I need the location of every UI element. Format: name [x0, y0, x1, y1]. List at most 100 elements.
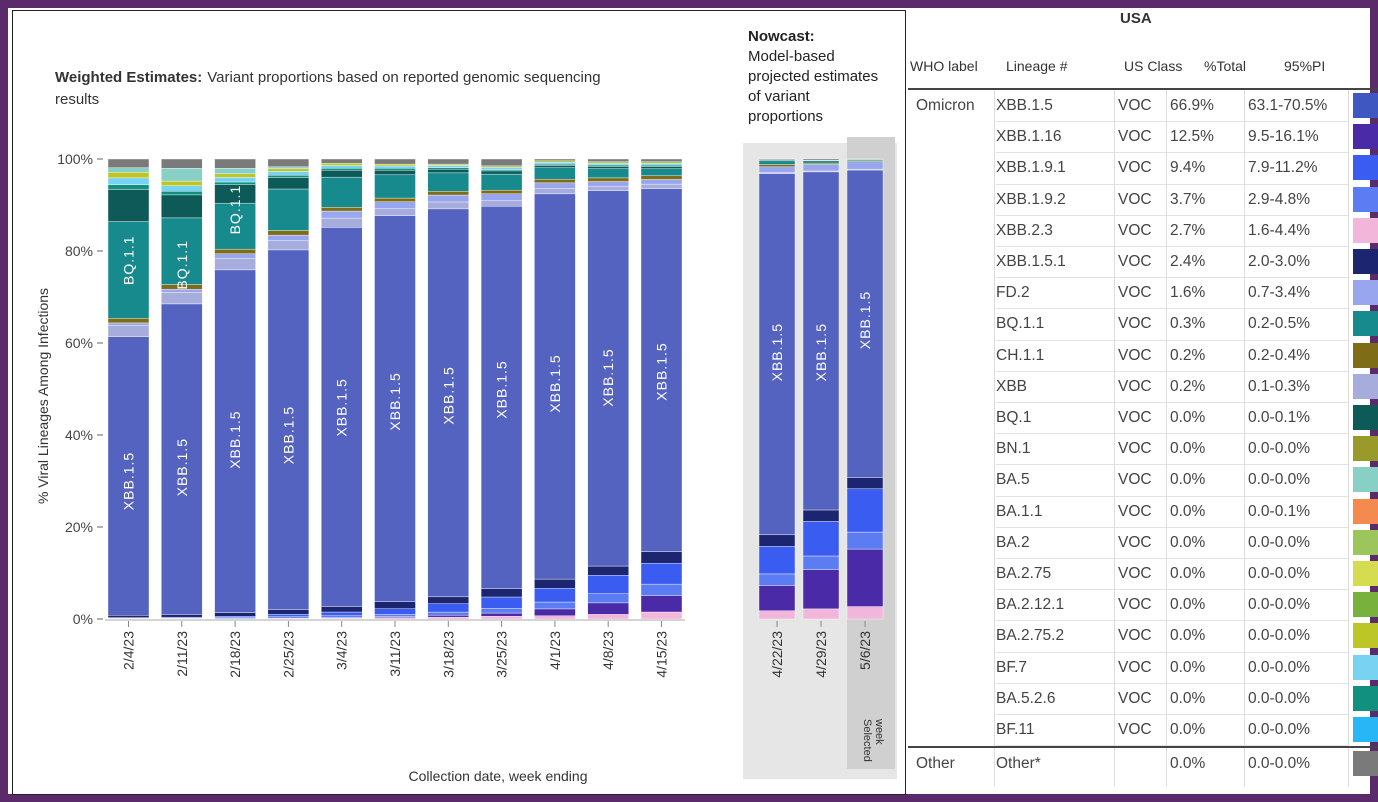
bar-segment-xbb-2-3[interactable] [846, 606, 884, 620]
bar-segment-bq-1-1[interactable] [267, 188, 310, 231]
bar-segment-xbb-1-9-1[interactable] [321, 611, 363, 616]
bar-segment-fd-2[interactable] [321, 210, 363, 219]
bar-segment-xbb-1-5[interactable] [534, 193, 576, 580]
bar-segment-xbb-1-9-2[interactable] [427, 611, 469, 616]
bar-segment-xbb-1-9-2[interactable] [587, 593, 629, 604]
bar-segment-bf-7[interactable] [107, 177, 150, 185]
bar-segment-bq-1-1[interactable] [534, 167, 576, 180]
bar-segment-bf-7[interactable] [534, 162, 576, 165]
bar-segment-ba-5-2-6[interactable] [107, 184, 150, 190]
bar-segment-xbb-1-9-2[interactable] [534, 601, 576, 610]
table-row[interactable]: BA.1.1 VOC 0.0% 0.0-0.1% [908, 496, 1378, 527]
table-row[interactable]: BQ.1 VOC 0.0% 0.0-0.1% [908, 402, 1378, 433]
bar-segment-xbb-2-3[interactable] [534, 615, 576, 620]
bar-segment-xbb-1-9-1[interactable] [214, 616, 256, 618]
bar-segment-ba-2-75-2[interactable] [374, 163, 416, 167]
bar-segment-fd-2[interactable] [374, 201, 416, 209]
bar-segment-bf-7[interactable] [214, 177, 256, 183]
bar-segment-bq-1[interactable] [534, 165, 576, 168]
bar-segment-xbb-1-5[interactable] [374, 215, 416, 602]
bar-segment-xbb-1-5-1[interactable] [758, 534, 796, 547]
bar-segment-other[interactable] [534, 158, 576, 162]
bar-segment-ba-5-2-6[interactable] [267, 174, 310, 178]
bar-segment-xbb-1-5-1[interactable] [161, 614, 203, 618]
bar-segment-xbb[interactable] [534, 188, 576, 195]
bar-segment-xbb-1-9-2[interactable] [640, 583, 683, 596]
table-row[interactable]: XBB VOC 0.2% 0.1-0.3% [908, 371, 1378, 402]
table-row[interactable]: XBB.1.9.1 VOC 9.4% 7.9-11.2% [908, 152, 1378, 183]
bar-segment-ba-2-75-2[interactable] [480, 165, 523, 168]
bar-segment-xbb[interactable] [587, 185, 629, 191]
bar-segment-bf-7[interactable] [321, 165, 363, 169]
bar-segment-xbb-1-9-1[interactable] [374, 608, 416, 615]
bar-segment-xbb-1-5[interactable] [640, 188, 683, 552]
bar-segment-bq-1[interactable] [640, 166, 683, 169]
header-lineage[interactable]: Lineage # [1006, 58, 1068, 74]
table-row[interactable]: Other Other* 0.0% 0.0-0.0% [908, 748, 1378, 779]
bar-segment-xbb-1-9-1[interactable] [802, 521, 840, 557]
header-95pi[interactable]: 95%PI [1284, 58, 1326, 74]
bar-segment-bf-7[interactable] [587, 162, 629, 166]
bar-segment-xbb[interactable] [321, 217, 363, 228]
table-row[interactable]: CH.1.1 VOC 0.2% 0.2-0.4% [908, 340, 1378, 371]
bar-segment-fd-2[interactable] [107, 322, 150, 326]
bar-segment-xbb[interactable] [640, 183, 683, 189]
bar-segment-other[interactable] [640, 158, 683, 162]
bar-segment-bf-7[interactable] [480, 167, 523, 170]
bar-segment-other[interactable] [802, 158, 840, 161]
bar-segment-ba-2-75-2[interactable] [534, 160, 576, 163]
bar-segment-ch-1-1[interactable] [534, 178, 576, 184]
bar-segment-ba-5-2-6[interactable] [161, 190, 203, 196]
bar-segment-ba-2-75-2[interactable] [587, 161, 629, 164]
bar-segment-xbb-1-16[interactable] [640, 595, 683, 613]
bar-segment-xbb-1-9-1[interactable] [427, 603, 469, 613]
table-row[interactable]: XBB.1.5.1 VOC 2.4% 2.0-3.0% [908, 246, 1378, 277]
table-row[interactable]: BF.11 VOC 0.0% 0.0-0.0% [908, 714, 1378, 745]
bar-segment-xbb-2-3[interactable] [587, 614, 629, 620]
bar-segment-xbb-2-3[interactable] [758, 610, 796, 620]
bar-segment-xbb-1-5[interactable] [321, 227, 363, 607]
bar-segment-xbb-1-5-1[interactable] [214, 612, 256, 617]
bar-segment-ba-2-75-2[interactable] [161, 180, 203, 186]
bar-segment-bq-1[interactable] [427, 168, 469, 174]
bar-segment-xbb-1-9-2[interactable] [267, 616, 310, 619]
bar-segment-xbb[interactable] [480, 200, 523, 207]
bar-segment-bq-1-1[interactable] [640, 168, 683, 176]
bar-segment-bf-7[interactable] [161, 185, 203, 192]
bar-segment-ba-2-75-2[interactable] [321, 162, 363, 166]
bar-segment-xbb-1-9-1[interactable] [587, 575, 629, 594]
table-row[interactable]: BA.2 VOC 0.0% 0.0-0.0% [908, 527, 1378, 558]
bar-segment-bq-1-1[interactable] [587, 168, 629, 179]
table-row[interactable]: BN.1 VOC 0.0% 0.0-0.0% [908, 433, 1378, 464]
bar-segment-xbb-1-16[interactable] [758, 585, 796, 611]
bar-segment-ch-1-1[interactable] [480, 189, 523, 195]
bar-segment-xbb-2-3[interactable] [480, 616, 523, 620]
bar-segment-bq-1-1[interactable] [161, 217, 203, 285]
bar-segment-ba-2-75-2[interactable] [427, 163, 469, 166]
bar-segment-xbb-1-5[interactable] [802, 171, 840, 511]
bar-segment-bq-1-1[interactable] [321, 176, 363, 208]
bar-segment-ch-1-1[interactable] [758, 164, 796, 168]
bar-segment-xbb-1-5-1[interactable] [427, 596, 469, 604]
bar-segment-fd-2[interactable] [587, 181, 629, 187]
bar-segment-ba-5-2-6[interactable] [640, 164, 683, 167]
bar-segment-bq-1[interactable] [321, 169, 363, 178]
bar-segment-bq-1[interactable] [267, 177, 310, 190]
bar-segment-ba-5-2-6[interactable] [374, 168, 416, 171]
bar-segment-ch-1-1[interactable] [802, 162, 840, 165]
bar-segment-xbb-1-5[interactable] [161, 303, 203, 615]
bar-segment-bq-1-1[interactable] [107, 221, 150, 319]
bar-segment-ch-1-1[interactable] [321, 207, 363, 212]
bar-segment-xbb[interactable] [214, 258, 256, 271]
bar-segment-bq-1-1[interactable] [214, 202, 256, 250]
bar-segment-ba-5[interactable] [107, 167, 150, 173]
table-row[interactable]: BA.2.12.1 VOC 0.0% 0.0-0.0% [908, 589, 1378, 620]
bar-segment-fd-2[interactable] [640, 179, 683, 185]
bar-segment-ba-2-75-2[interactable] [107, 172, 150, 179]
header-us-class[interactable]: US Class [1124, 58, 1183, 74]
bar-segment-other[interactable] [427, 158, 469, 165]
bar-segment-bf-7[interactable] [374, 165, 416, 169]
bar-segment-xbb-1-5-1[interactable] [321, 606, 363, 613]
bar-segment-fd-2[interactable] [758, 166, 796, 173]
bar-segment-ba-5-2-6[interactable] [427, 167, 469, 170]
